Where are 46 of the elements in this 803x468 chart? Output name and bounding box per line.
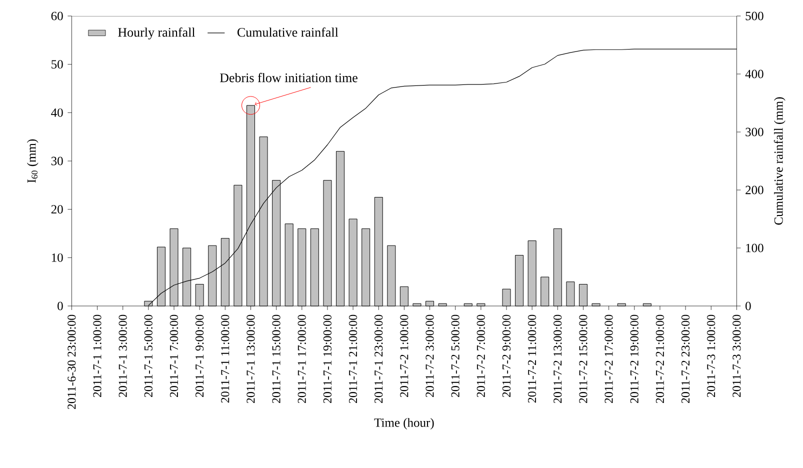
legend-label: Hourly rainfall xyxy=(118,27,196,40)
x-tick-label: 2011-7-1 21:00:00 xyxy=(348,314,358,404)
x-tick-label: 2011-7-2 13:00:00 xyxy=(554,314,562,404)
x-tick-label: 2011-7-3 1:00:00 xyxy=(707,314,716,398)
x-tick-label: 2011-7-1 19:00:00 xyxy=(323,314,332,404)
x-tick-label: 2011-7-2 9:00:00 xyxy=(502,314,511,398)
x-tick-label: 2011-7-1 23:00:00 xyxy=(374,314,383,404)
x-tick-label: 2011-7-2 17:00:00 xyxy=(604,314,613,404)
x-tick-label: 2011-7-2 19:00:00 xyxy=(630,314,638,404)
y-tick-label: 60 xyxy=(51,12,63,20)
x-axis-title: Time (hour) xyxy=(374,418,434,430)
x-tick-label: 2011-7-1 3:00:00 xyxy=(118,314,127,398)
x-tick-label: 2011-6-30 23:00:00 xyxy=(68,314,76,410)
x-tick-label: 2011-7-1 1:00:00 xyxy=(93,314,102,398)
x-tick-label: 2011-7-1 15:00:00 xyxy=(272,314,280,404)
y-tick-label: 0 xyxy=(58,302,63,310)
x-tick-label: 2011-7-2 5:00:00 xyxy=(451,314,460,398)
x-tick-label: 2011-7-2 23:00:00 xyxy=(681,314,690,404)
y2-tick-label: 200 xyxy=(746,186,764,194)
y2-tick-label: 500 xyxy=(746,12,764,20)
x-tick-label: 2011-7-2 21:00:00 xyxy=(656,314,664,404)
x-tick-label: 2011-7-2 3:00:00 xyxy=(426,314,434,398)
x-tick-label: 2011-7-1 7:00:00 xyxy=(170,314,178,398)
x-tick-label: 2011-7-2 11:00:00 xyxy=(528,314,536,403)
y2-tick-label: 400 xyxy=(745,70,764,78)
y-tick-label: 40 xyxy=(51,108,63,117)
x-tick-label: 2011-7-2 15:00:00 xyxy=(579,314,588,404)
legend-label: Cumulative rainfall xyxy=(237,27,338,37)
x-tick-label: 2011-7-1 13:00:00 xyxy=(246,314,255,404)
x-tick-label: 2011-7-1 17:00:00 xyxy=(298,314,306,404)
x-tick-label: 2011-7-1 9:00:00 xyxy=(196,314,204,398)
x-tick-label: 2011-7-1 5:00:00 xyxy=(144,314,153,398)
y-tick-label: 30 xyxy=(51,156,63,166)
x-tick-label: 2011-7-2 1:00:00 xyxy=(400,314,408,398)
y2-tick-label: 0 xyxy=(746,302,751,310)
y2-tick-label: 100 xyxy=(746,244,764,252)
annotation: Debris flow initiation time xyxy=(220,72,358,82)
y2-tick-label: 300 xyxy=(746,128,764,136)
x-tick-label: 2011-7-2 7:00:00 xyxy=(476,314,486,398)
y2-axis-title: Cumulative rainfall (mm) xyxy=(774,97,786,225)
x-tick-label: 2011-7-3 3:00:00 xyxy=(732,314,741,398)
x-tick-label: 2011-7-1 11:00:00 xyxy=(221,314,230,403)
y-tick-label: 50 xyxy=(52,60,63,69)
y-tick-label: 20 xyxy=(51,205,63,214)
y-tick-label: 10 xyxy=(52,253,63,262)
y-axis-title: I$_{60}$ (mm) xyxy=(26,139,38,183)
